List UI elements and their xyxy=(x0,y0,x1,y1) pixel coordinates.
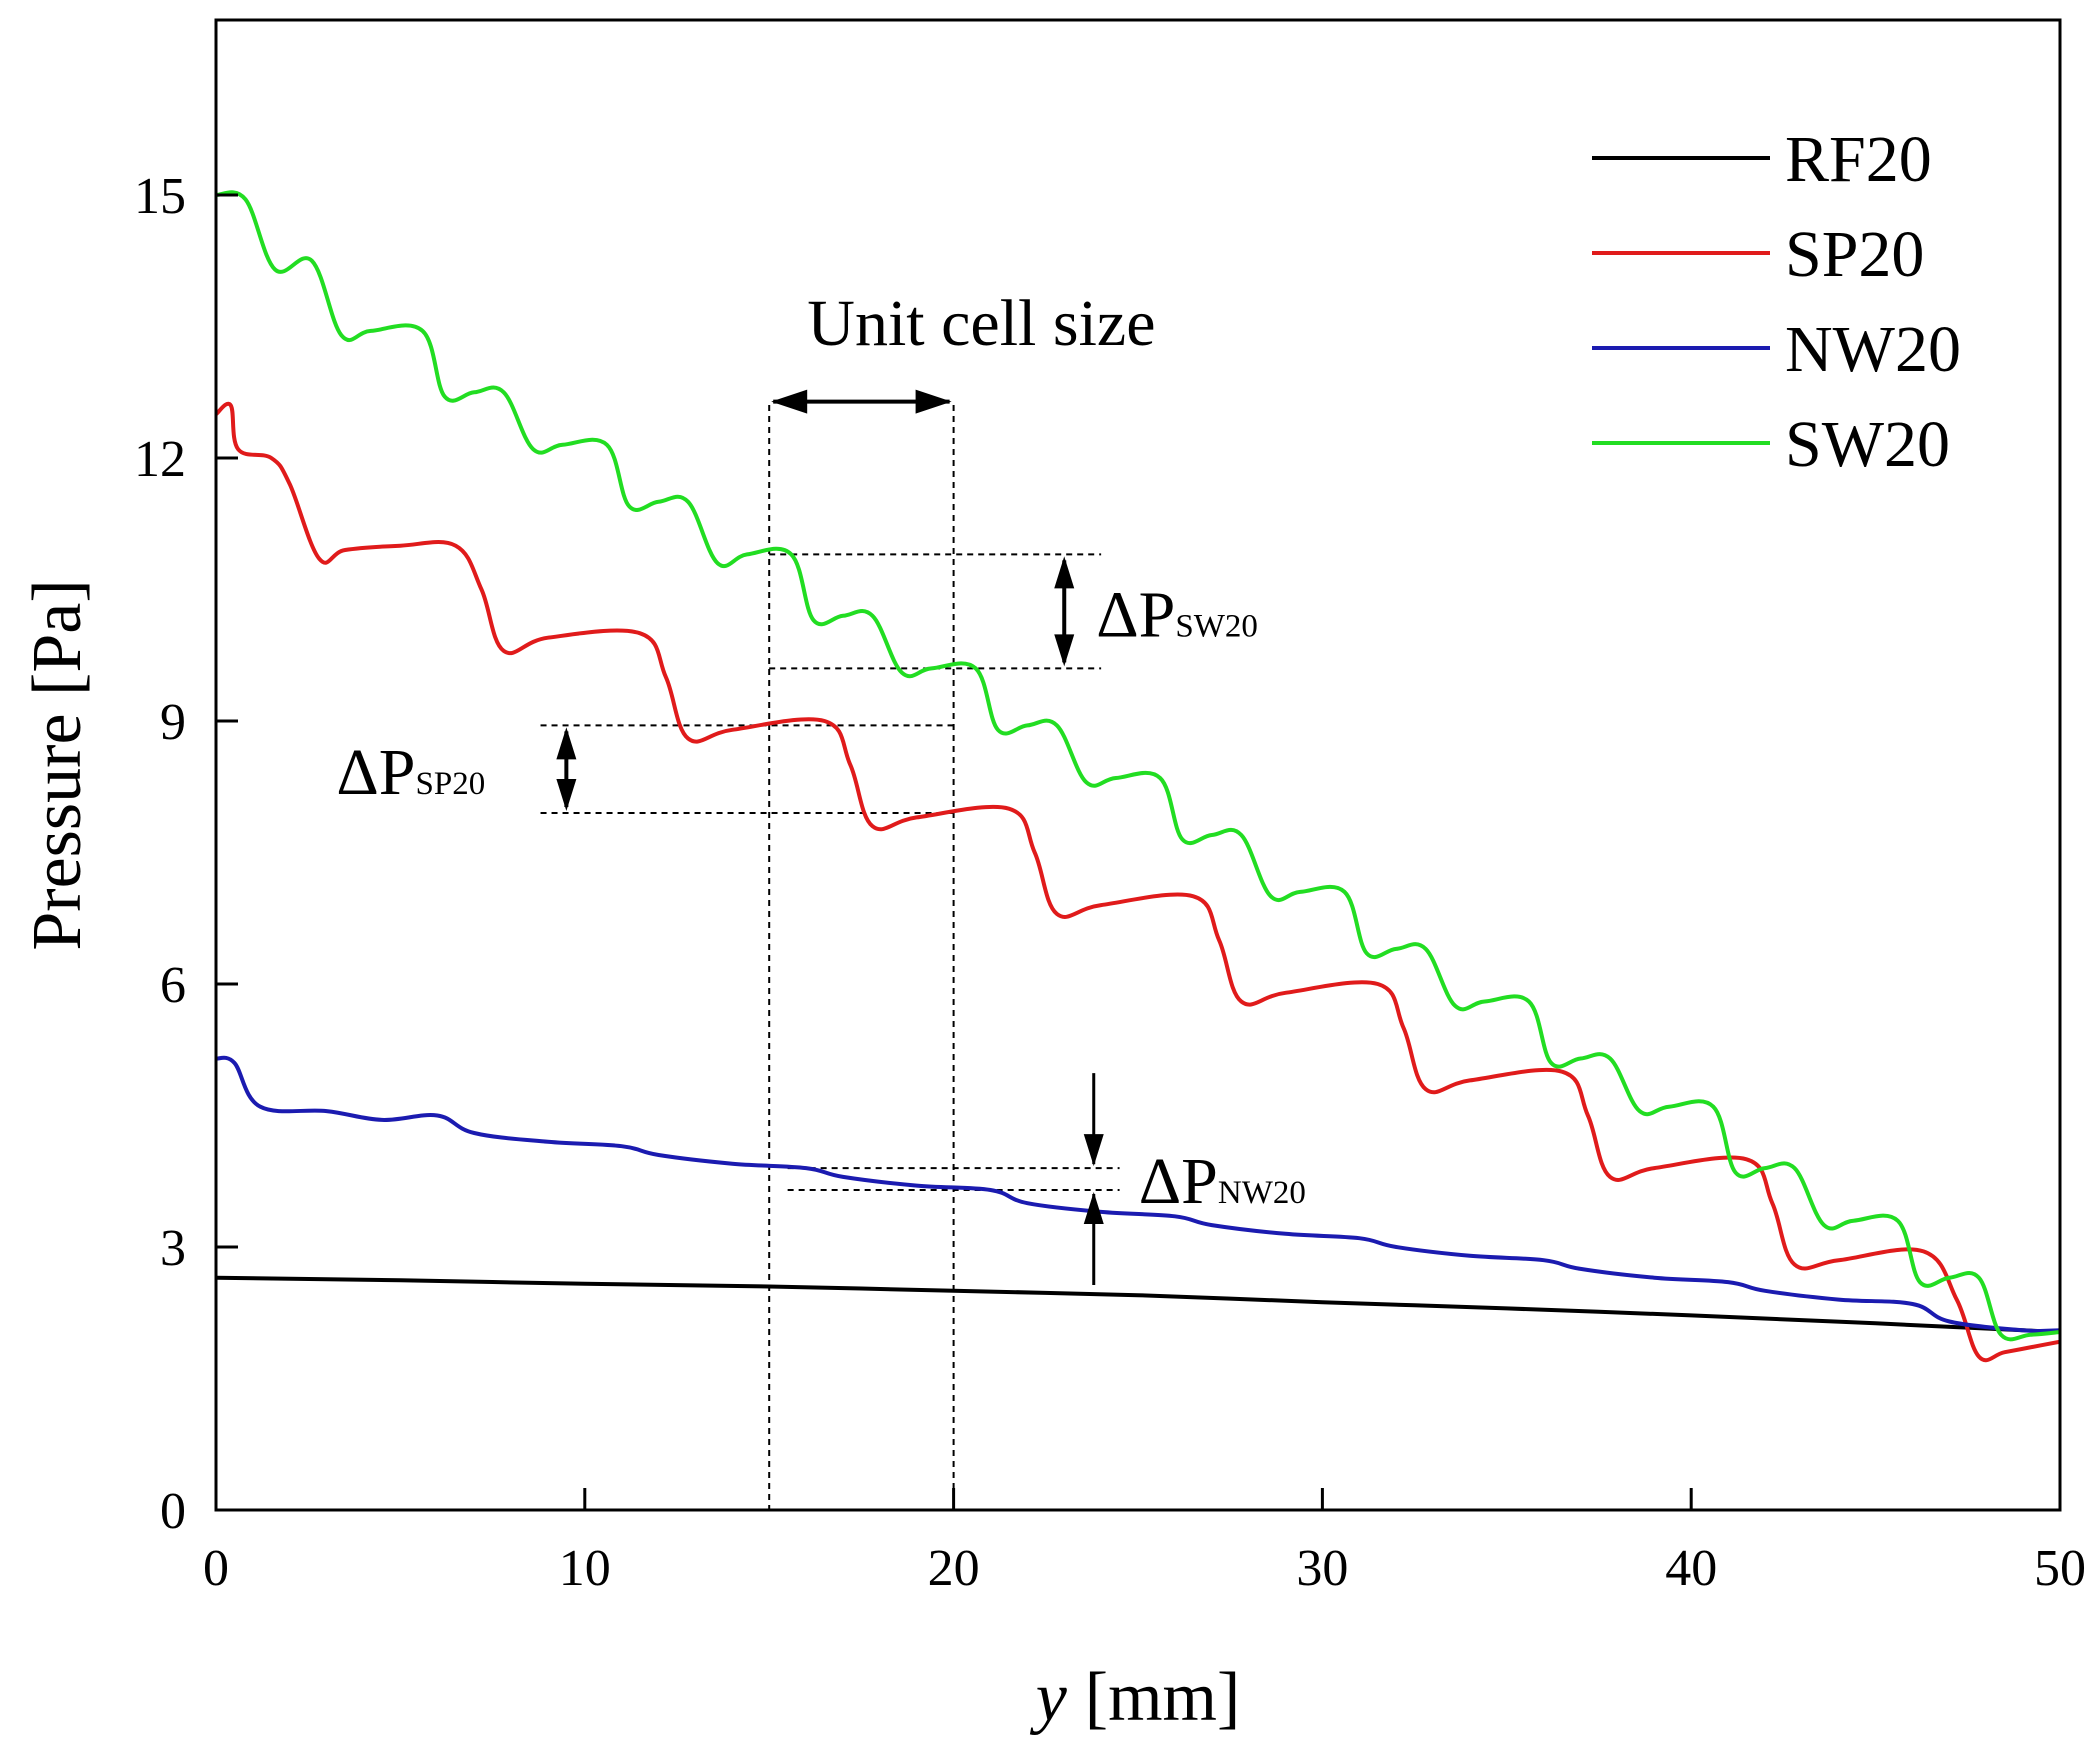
x-tick-label: 30 xyxy=(1296,1540,1348,1597)
x-tick-label: 50 xyxy=(2034,1540,2086,1597)
delta-p-sw20-sub: SW20 xyxy=(1175,608,1258,644)
delta-p-nw20-arrow-head-top xyxy=(1083,1134,1104,1167)
x-tick-label: 10 xyxy=(559,1540,611,1597)
plot-frame xyxy=(214,18,2062,1512)
series-layer xyxy=(216,190,2060,1363)
delta-p-sp20-label: ΔPSP20 xyxy=(336,736,485,809)
legend: RF20 SP20 NW20 SW20 xyxy=(1592,123,1961,481)
x-tick-label: 20 xyxy=(928,1540,980,1597)
legend-label-rf20: RF20 xyxy=(1785,123,1932,196)
y-axis-title: Pressure [Pa] xyxy=(19,579,96,950)
axis-ticks: 0 10 20 30 40 50 0 3 6 9 12 15 xyxy=(134,168,2086,1597)
y-tick-label: 0 xyxy=(160,1483,186,1540)
y-tick-label: 15 xyxy=(134,168,186,225)
series-line-sw20 xyxy=(216,190,2060,1342)
annotation-arrows xyxy=(556,389,1104,1286)
unit-cell-size-label: Unit cell size xyxy=(807,287,1155,360)
x-tick-label: 40 xyxy=(1665,1540,1717,1597)
delta-p-sw20-arrow-head-top xyxy=(1054,556,1075,589)
y-tick-label: 9 xyxy=(160,694,186,751)
delta-p-sp20-main: ΔP xyxy=(336,736,415,809)
y-tick-label: 6 xyxy=(160,957,186,1014)
x-tick-label: 0 xyxy=(203,1540,229,1597)
delta-p-nw20-sub: NW20 xyxy=(1218,1175,1306,1211)
delta-p-sw20-label: ΔPSW20 xyxy=(1096,578,1258,651)
delta-p-nw20-arrow-head-bottom xyxy=(1083,1192,1104,1225)
delta-p-sp20-arrow-head-bottom xyxy=(556,779,577,812)
delta-p-sp20-sub: SP20 xyxy=(416,766,486,802)
x-axis-title-unit: [mm] xyxy=(1085,1659,1241,1736)
legend-label-sp20: SP20 xyxy=(1785,218,1924,291)
legend-label-sw20: SW20 xyxy=(1785,408,1950,481)
unit-cell-arrow-head-left xyxy=(771,389,808,414)
unit-cell-arrow-head-right xyxy=(915,389,952,414)
delta-p-sw20-main: ΔP xyxy=(1096,578,1175,651)
series-line-sp20 xyxy=(216,401,2060,1363)
legend-label-nw20: NW20 xyxy=(1785,313,1961,386)
delta-p-nw20-label: ΔPNW20 xyxy=(1139,1145,1306,1218)
delta-p-nw20-main: ΔP xyxy=(1139,1145,1218,1218)
x-axis-title: y [mm] xyxy=(1030,1659,1241,1736)
series-line-rf20 xyxy=(216,1275,2060,1334)
x-axis-title-var: y xyxy=(1030,1659,1068,1736)
y-tick-label: 12 xyxy=(134,431,186,488)
y-tick-label: 3 xyxy=(160,1220,186,1277)
series-line-nw20 xyxy=(216,1055,2060,1334)
delta-p-sw20-arrow-head-bottom xyxy=(1054,634,1075,667)
delta-p-sp20-arrow-head-top xyxy=(556,727,577,760)
